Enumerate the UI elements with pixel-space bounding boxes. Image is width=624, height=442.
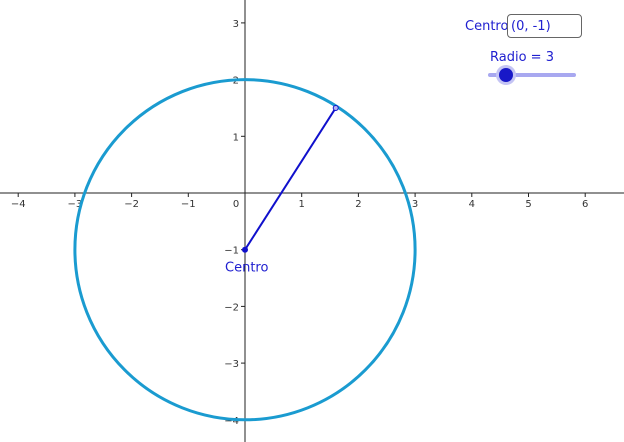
circle [73, 78, 417, 422]
radius-point [332, 104, 339, 111]
center-input-label: Centro [465, 19, 509, 34]
x-tick-label: 0 [233, 199, 239, 210]
x-tick-label: 2 [355, 199, 361, 210]
center-input[interactable] [507, 14, 582, 38]
radius-slider-handle[interactable] [499, 68, 513, 82]
y-tick-label: −4 [224, 416, 239, 427]
center-point [242, 246, 248, 253]
x-tick-label: 4 [469, 199, 475, 210]
y-tick-label: 1 [233, 132, 239, 143]
radius-slider-label: Radio = 3 [490, 50, 554, 65]
x-tick-label: −1 [181, 199, 196, 210]
y-tick-label: 3 [233, 19, 239, 30]
radius-slider-track[interactable] [488, 73, 576, 77]
y-tick-label: −2 [224, 302, 239, 313]
construction: Centro [73, 78, 417, 422]
x-tick-label: 6 [582, 199, 588, 210]
x-tick-label: −3 [68, 199, 83, 210]
y-tick-label: −1 [224, 246, 239, 257]
radius-segment [244, 107, 337, 251]
x-tick-label: 5 [525, 199, 531, 210]
x-tick-label: 1 [299, 199, 305, 210]
x-tick-label: 3 [412, 199, 418, 210]
x-tick-label: −4 [11, 199, 26, 210]
center-point-label: Centro [225, 261, 268, 276]
x-tick-label: −2 [124, 199, 139, 210]
y-tick-label: −3 [224, 359, 239, 370]
